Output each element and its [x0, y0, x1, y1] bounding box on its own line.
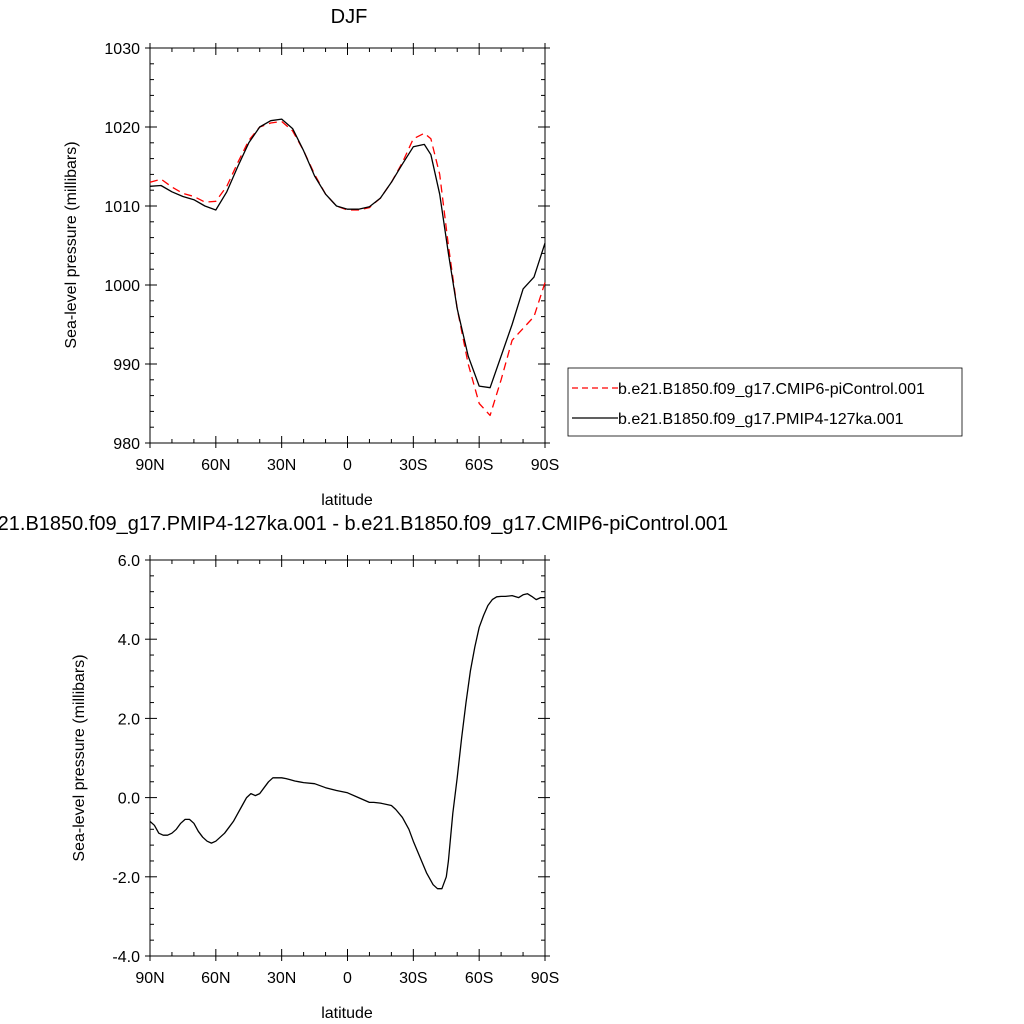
- y-tick-label: 990: [113, 357, 140, 374]
- y-tick-label: 1030: [104, 41, 140, 58]
- top-y-axis-label: Sea-level pressure (millibars): [63, 141, 80, 348]
- x-tick-label: 60S: [465, 457, 493, 474]
- x-tick-label: 90S: [531, 970, 559, 987]
- top-x-tick-labels: 90N 60N 30N 0 30S 60S 90S: [135, 457, 559, 474]
- x-tick-label: 0: [343, 970, 352, 987]
- y-tick-label: 0.0: [118, 791, 140, 808]
- bottom-series-lines: [149, 593, 545, 890]
- bottom-ticks: [145, 555, 550, 961]
- bottom-x-axis-label: latitude: [321, 1005, 373, 1022]
- x-tick-label: 0: [343, 457, 352, 474]
- top-x-axis-label: latitude: [321, 492, 373, 509]
- y-tick-label: -2.0: [112, 870, 140, 887]
- series-line-1: [149, 120, 546, 417]
- top-y-tick-labels: 980 990 1000 1010 1020 1030: [104, 41, 140, 453]
- top-panel: DJF 90N 60N 30N 0 30S 60S 90S 980 990 1000 1010 10…: [63, 6, 963, 509]
- x-tick-label: 30S: [399, 457, 427, 474]
- top-chart-title: DJF: [331, 6, 368, 28]
- bottom-panel: b.e21.B1850.f09_g17.PMIP4-127ka.001 - b.…: [0, 513, 728, 1022]
- series-line-2: [149, 118, 546, 389]
- x-tick-label: 60N: [201, 970, 230, 987]
- top-ticks: [145, 43, 550, 448]
- legend-box: [567, 367, 963, 437]
- legend: b.e21.B1850.f09_g17.CMIP6-piControl.001 …: [567, 367, 963, 437]
- bottom-chart-title: b.e21.B1850.f09_g17.PMIP4-127ka.001 - b.…: [0, 513, 728, 535]
- y-tick-label: 6.0: [118, 553, 140, 570]
- bottom-y-axis-label: Sea-level pressure (millibars): [71, 654, 88, 861]
- x-tick-label: 90N: [135, 457, 164, 474]
- bottom-plot-frame: [149, 559, 546, 957]
- x-tick-label: 60S: [465, 970, 493, 987]
- legend-label-control: b.e21.B1850.f09_g17.CMIP6-piControl.001: [618, 381, 925, 398]
- x-tick-label: 90N: [135, 970, 164, 987]
- series-line-1: [149, 593, 545, 890]
- y-tick-label: 2.0: [118, 711, 140, 728]
- bottom-y-tick-labels: -4.0 -2.0 0.0 2.0 4.0 6.0: [112, 553, 140, 966]
- top-plot-frame: [149, 47, 546, 444]
- x-tick-label: 30N: [267, 970, 296, 987]
- legend-label-127ka: b.e21.B1850.f09_g17.PMIP4-127ka.001: [618, 411, 904, 428]
- x-tick-label: 90S: [531, 457, 559, 474]
- top-series-lines: [149, 118, 546, 417]
- y-tick-label: 1010: [104, 199, 140, 216]
- y-tick-label: 1020: [104, 120, 140, 137]
- x-tick-label: 30S: [399, 970, 427, 987]
- bottom-x-tick-labels: 90N 60N 30N 0 30S 60S 90S: [135, 970, 559, 987]
- y-tick-label: 980: [113, 436, 140, 453]
- x-tick-label: 30N: [267, 457, 296, 474]
- y-tick-label: -4.0: [112, 949, 140, 966]
- y-tick-label: 1000: [104, 278, 140, 295]
- x-tick-label: 60N: [201, 457, 230, 474]
- y-tick-label: 4.0: [118, 632, 140, 649]
